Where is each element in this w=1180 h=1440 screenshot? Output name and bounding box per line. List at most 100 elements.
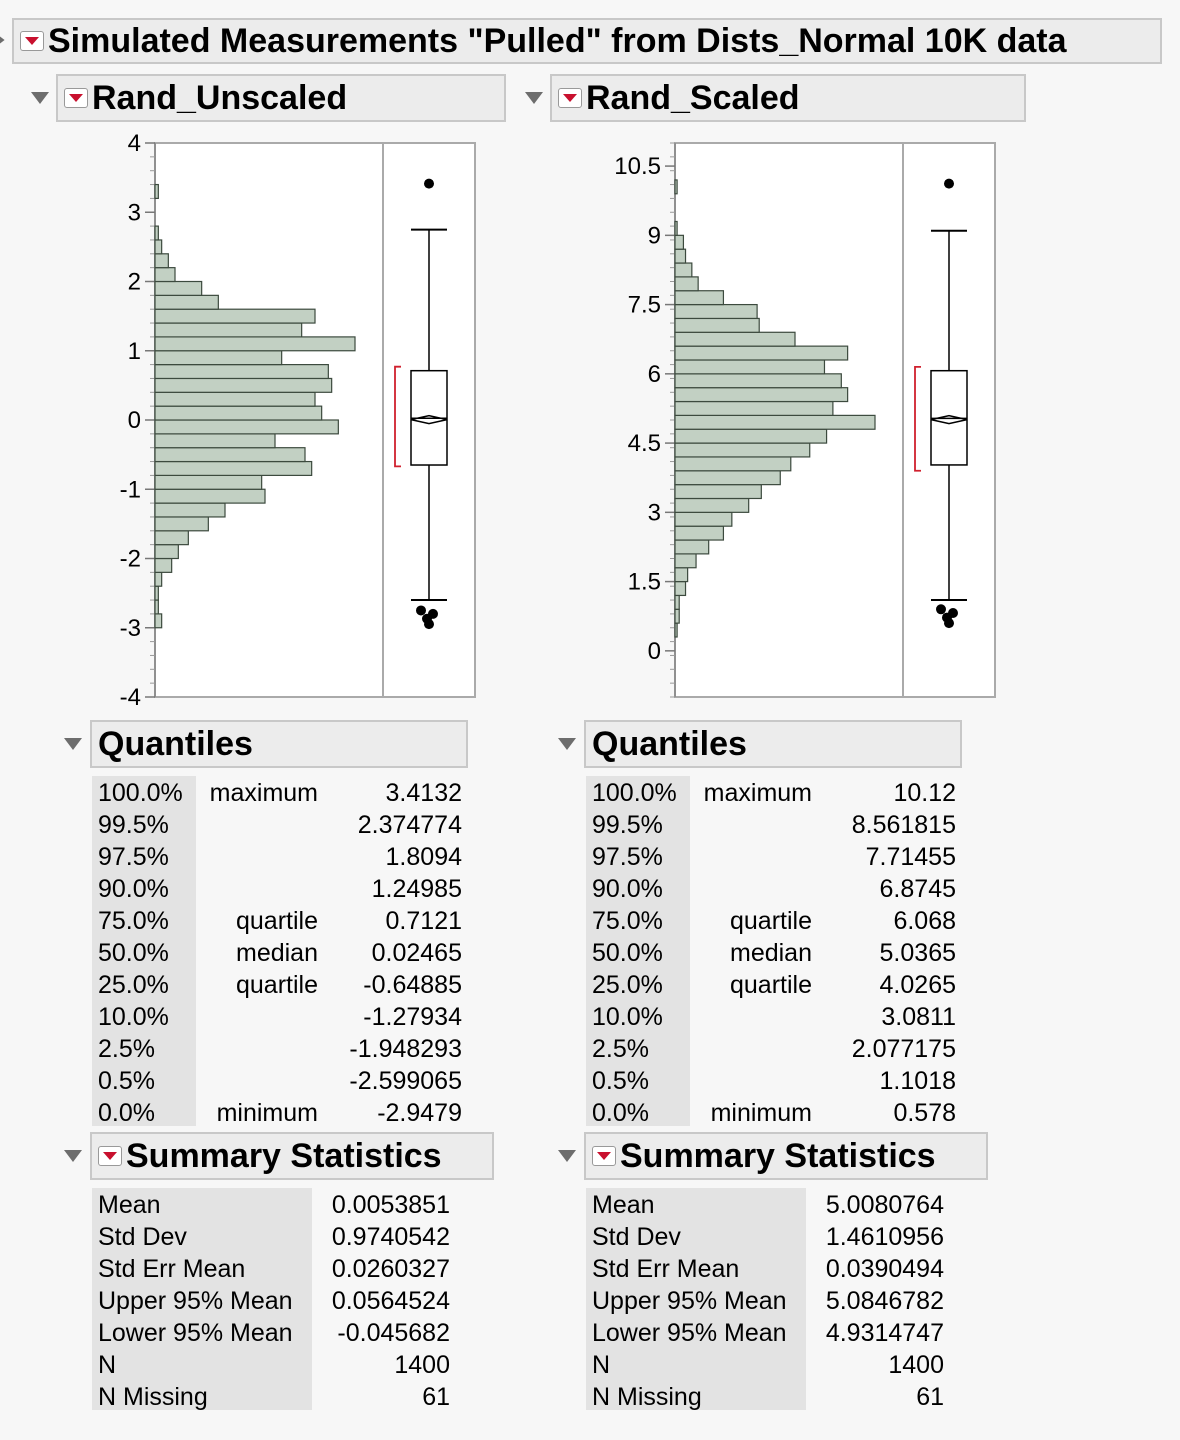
summary-label: N: [98, 1351, 117, 1379]
summary-value: 4.9314747: [825, 1319, 944, 1347]
outlier-point: [944, 618, 954, 629]
histogram-bar: [154, 571, 163, 587]
summary-value: 0.0564524: [331, 1287, 450, 1315]
summary-value: 0.0390494: [825, 1255, 944, 1283]
y-axis-tick-label: 0: [648, 638, 661, 665]
summary-label: N: [592, 1351, 611, 1379]
quantiles-pct-column: [586, 776, 690, 1126]
panel-title-bar: Rand_Unscaled: [56, 74, 506, 122]
summary-row: Lower 95% Mean -0.045682: [92, 1317, 452, 1349]
quantile-percent: 75.0%: [98, 907, 169, 935]
histogram-bar: [674, 456, 792, 472]
summary-label: Mean: [98, 1191, 161, 1219]
quantile-percent: 50.0%: [592, 939, 663, 967]
summary-row: N Missing 61: [586, 1381, 946, 1413]
outlier-point: [944, 178, 954, 189]
main-disclosure-icon[interactable]: [0, 34, 5, 46]
summary-title: Summary Statistics: [126, 1136, 442, 1175]
histogram-bar: [154, 419, 339, 435]
quantiles-header: Quantiles: [584, 720, 962, 768]
quantile-value: 3.0811: [881, 1003, 956, 1031]
quantile-percent: 97.5%: [98, 843, 169, 871]
quantile-value: 6.068: [893, 907, 956, 935]
histogram-bar: [154, 253, 169, 269]
y-axis-tick-label: 3: [128, 199, 141, 226]
quantiles-disclosure-icon[interactable]: [64, 738, 82, 750]
report-title-bar: Simulated Measurements "Pulled" from Dis…: [12, 18, 1162, 64]
quantile-row: 0.0% minimum -2.9479: [92, 1097, 464, 1129]
histogram-bar: [154, 377, 333, 393]
quantile-percent: 0.0%: [592, 1099, 649, 1127]
summary-menu-icon[interactable]: [592, 1146, 616, 1166]
histogram-bar: [674, 317, 760, 333]
summary-row: N 1400: [92, 1349, 452, 1381]
quantile-percent: 2.5%: [98, 1035, 155, 1063]
panel-menu-icon[interactable]: [558, 88, 582, 108]
quantiles-disclosure-icon[interactable]: [558, 738, 576, 750]
quantile-row: 75.0% quartile 6.068: [586, 905, 958, 937]
summary-disclosure-icon[interactable]: [558, 1150, 576, 1162]
histogram-bar: [154, 613, 163, 629]
distribution-chart: 10.5 9 7.5 6 4.5 3 1.5 0: [614, 142, 996, 698]
quantiles-header: Quantiles: [90, 720, 468, 768]
quantile-percent: 99.5%: [592, 811, 663, 839]
y-axis-tick-label: 10.5: [614, 153, 661, 180]
quantile-label: quartile: [730, 907, 812, 935]
quantile-label: quartile: [236, 971, 318, 999]
summary-value: 5.0080764: [825, 1191, 944, 1219]
summary-value: 1400: [394, 1351, 450, 1379]
quantile-percent: 10.0%: [98, 1003, 169, 1031]
y-axis-tick-label: -2: [120, 546, 141, 573]
title-menu-icon[interactable]: [20, 31, 44, 51]
summary-value: 1.4610956: [825, 1223, 944, 1251]
histogram-bar: [674, 511, 733, 527]
quantile-percent: 99.5%: [98, 811, 169, 839]
quantile-label: maximum: [209, 779, 318, 807]
quantile-row: 25.0% quartile -0.64885: [92, 969, 464, 1001]
quantile-label: maximum: [703, 779, 812, 807]
quantile-percent: 2.5%: [592, 1035, 649, 1063]
quantile-percent: 100.0%: [98, 779, 183, 807]
quantile-value: 2.374774: [357, 811, 462, 839]
histogram-bar: [154, 294, 219, 310]
panel-disclosure-icon[interactable]: [525, 92, 543, 104]
summary-label: N Missing: [592, 1383, 702, 1411]
histogram-bar: [674, 553, 697, 569]
panel-title: Rand_Scaled: [586, 78, 800, 117]
panel-menu-icon[interactable]: [64, 88, 88, 108]
quantile-value: -2.9479: [377, 1099, 462, 1127]
histogram-bar: [674, 248, 687, 264]
summary-row: Upper 95% Mean 0.0564524: [92, 1285, 452, 1317]
summary-row: Upper 95% Mean 5.0846782: [586, 1285, 946, 1317]
quantile-row: 100.0% maximum 10.12: [586, 777, 958, 809]
histogram-bar: [674, 262, 693, 278]
histogram-bar: [154, 433, 276, 449]
summary-menu-icon[interactable]: [98, 1146, 122, 1166]
quantile-row: 100.0% maximum 3.4132: [92, 777, 464, 809]
quantile-value: 2.077175: [851, 1035, 956, 1063]
mean-diamond: [930, 414, 968, 425]
quantile-value: 1.1018: [879, 1067, 956, 1095]
summary-disclosure-icon[interactable]: [64, 1150, 82, 1162]
histogram-bar: [674, 622, 678, 638]
quantile-percent: 25.0%: [592, 971, 663, 999]
histogram-bar: [674, 594, 680, 610]
summary-value: 0.0260327: [331, 1255, 450, 1283]
histogram-bar: [154, 239, 163, 255]
panel-disclosure-icon[interactable]: [31, 92, 49, 104]
quantile-value: -1.948293: [349, 1035, 462, 1063]
quantile-row: 10.0% -1.27934: [92, 1001, 464, 1033]
summary-label: Upper 95% Mean: [98, 1287, 293, 1315]
summary-label-column: [92, 1188, 312, 1410]
quantile-value: 6.8745: [879, 875, 956, 903]
quantile-label: median: [236, 939, 318, 967]
quantile-value: 0.7121: [385, 907, 462, 935]
histogram-bar: [154, 447, 306, 463]
quantile-value: 3.4132: [385, 779, 462, 807]
histogram-bar: [674, 414, 876, 430]
summary-label: N Missing: [98, 1383, 208, 1411]
quantile-percent: 90.0%: [98, 875, 169, 903]
quantile-row: 0.5% 1.1018: [586, 1065, 958, 1097]
shortest-half-bracket: [914, 366, 921, 472]
histogram-bar: [674, 400, 834, 416]
